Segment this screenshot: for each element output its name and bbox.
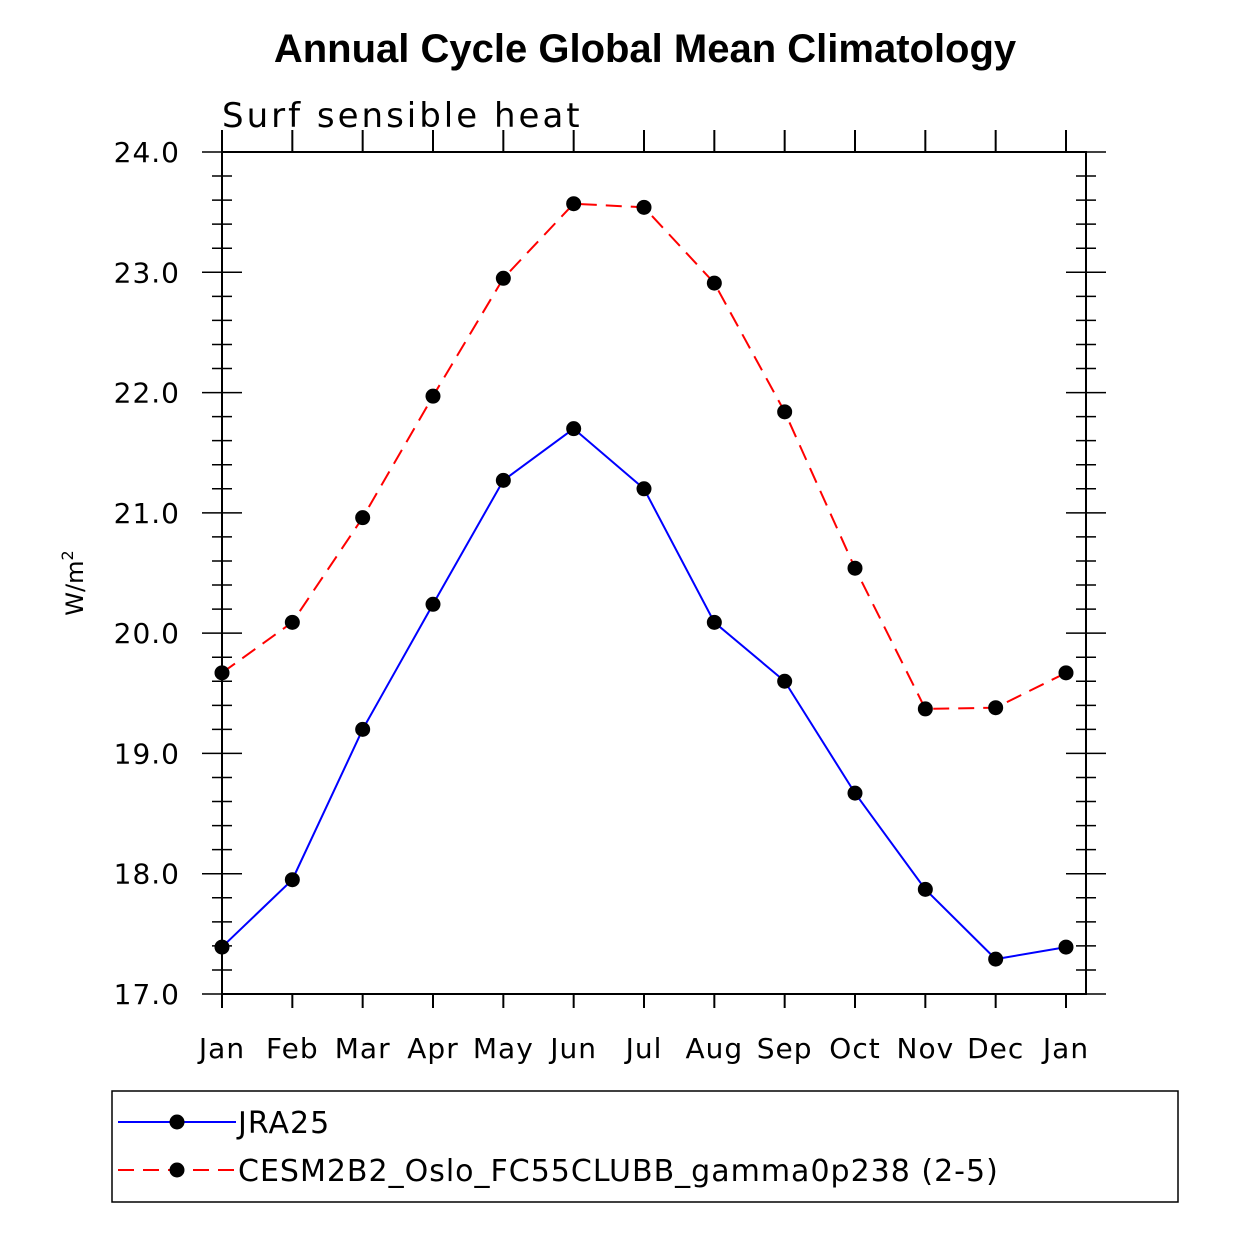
series-2-point [847, 560, 863, 576]
series-1-point [636, 481, 652, 497]
y-tick-label: 24.0 [114, 136, 180, 169]
series-1-point [988, 951, 1004, 967]
x-tick-label: Aug [685, 1032, 743, 1065]
plot-frame [221, 151, 1087, 995]
y-tick-label: 21.0 [114, 497, 180, 530]
y-tick-label: 22.0 [114, 377, 180, 410]
tick-labels: Jan Feb Mar Apr May Jun Jul Aug Sep Oct Nov Dec Jan 1… [114, 136, 1089, 1065]
y-axis-label-unit: W/m [61, 560, 89, 615]
series-lines [221, 202, 1067, 961]
series-2-point [355, 510, 371, 526]
series-1-point [566, 421, 582, 437]
series-2-point [566, 196, 582, 212]
x-tick-label: Apr [407, 1032, 458, 1065]
x-tick-label: Sep [757, 1032, 813, 1065]
chart-subtitle: Surf sensible heat [222, 96, 583, 136]
series-1-point [425, 596, 441, 612]
y-axis-label: W/m2 [58, 550, 89, 615]
legend-marker-1 [169, 1114, 185, 1130]
y-axis-label-group: W/m2 [58, 550, 89, 615]
x-tick-label: Jan [197, 1032, 245, 1065]
x-tick-label: Mar [335, 1032, 391, 1065]
legend-label-1: JRA25 [236, 1106, 330, 1141]
y-axis-label-superscript: 2 [58, 550, 77, 560]
y-tick-label: 19.0 [114, 737, 180, 770]
series-line-2 [221, 202, 1067, 710]
series-2-point [917, 701, 933, 717]
series-1-point [284, 872, 300, 888]
series-1-point [777, 673, 793, 689]
series-1-point [1058, 939, 1074, 955]
legend-box [111, 1090, 1179, 1203]
x-tick-label: Feb [266, 1032, 319, 1065]
series-2-point [636, 199, 652, 215]
x-tick-label: Oct [829, 1032, 880, 1065]
x-tick-label: Jan [1041, 1032, 1089, 1065]
series-2-point [495, 270, 511, 286]
y-tick-label: 17.0 [114, 978, 180, 1011]
x-tick-label: Jun [548, 1032, 597, 1065]
legend: JRA25 CESM2B2_Oslo_FC55CLUBB_gamma0p238 (… [111, 1090, 1179, 1203]
x-tick-label: Jul [624, 1032, 663, 1065]
y-tick-label: 18.0 [114, 858, 180, 891]
axis-ticks [202, 130, 1106, 1008]
x-tick-label: Dec [967, 1032, 1024, 1065]
legend-marker-2 [169, 1162, 185, 1178]
series-2-point [1058, 665, 1074, 681]
series-2-point [706, 275, 722, 291]
series-2-point [988, 700, 1004, 716]
y-tick-label: 23.0 [114, 256, 180, 289]
series-2-point [284, 614, 300, 630]
series-1-point [847, 785, 863, 801]
series-1-point [917, 881, 933, 897]
chart-title: Annual Cycle Global Mean Climatology [274, 27, 1017, 71]
x-tick-label: Nov [897, 1032, 955, 1065]
legend-label-2: CESM2B2_Oslo_FC55CLUBB_gamma0p238 (2-5) [238, 1154, 999, 1189]
series-1-point [495, 472, 511, 488]
y-tick-label: 20.0 [114, 617, 180, 650]
series-2-point [777, 404, 793, 420]
series-2-point [425, 388, 441, 404]
series-1-point [355, 721, 371, 737]
x-tick-label: May [473, 1032, 534, 1065]
series-points [214, 196, 1074, 967]
series-line-1 [221, 427, 1067, 961]
series-1-point [706, 614, 722, 630]
